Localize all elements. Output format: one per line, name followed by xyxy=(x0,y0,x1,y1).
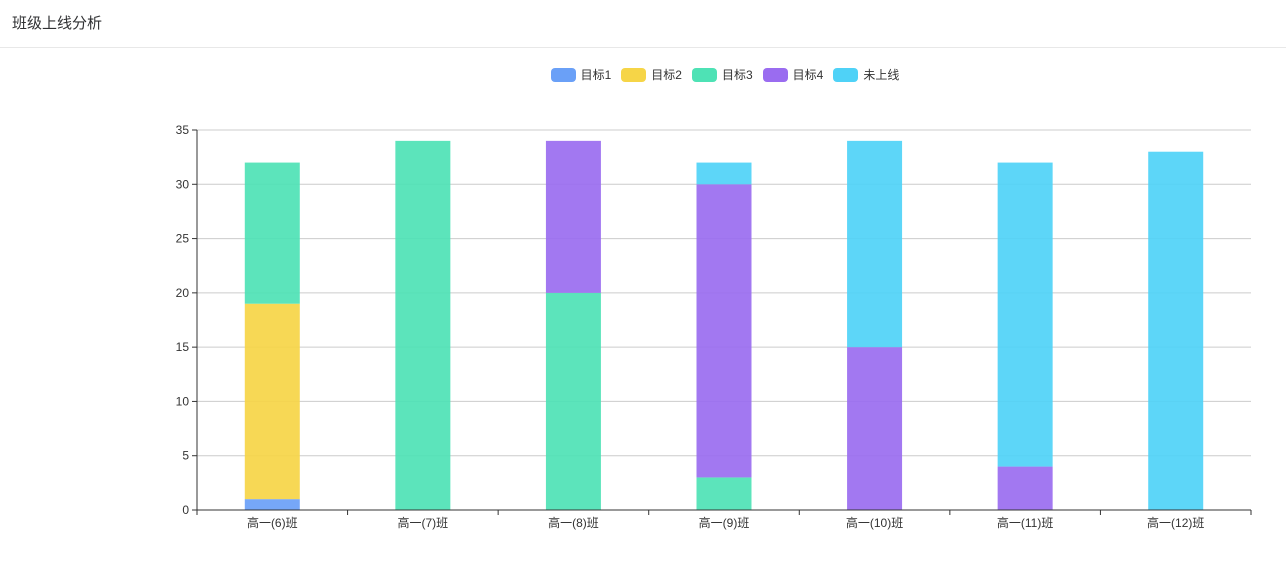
legend-label: 目标2 xyxy=(651,68,682,82)
x-tick-label: 高一(12)班 xyxy=(1147,515,1204,530)
legend-swatch xyxy=(833,67,859,82)
y-tick-label: 25 xyxy=(176,232,190,246)
x-tick-label: 高一(11)班 xyxy=(997,515,1053,530)
legend-label: 未上线 xyxy=(863,68,900,82)
bar-segment xyxy=(997,466,1053,510)
legend-item[interactable]: 目标1 xyxy=(550,66,612,83)
bar-segment xyxy=(847,347,903,510)
legend-item[interactable]: 未上线 xyxy=(833,66,899,83)
bar-segment xyxy=(997,162,1053,467)
y-tick-label: 0 xyxy=(182,503,189,517)
x-tick-label: 高一(8)班 xyxy=(548,515,599,530)
bar-segment xyxy=(395,140,451,510)
x-tick-label: 高一(7)班 xyxy=(398,515,449,530)
page-title: 班级上线分析 xyxy=(12,15,103,32)
chart-legend: 目标1 目标2 目标3 目标4 未上线 xyxy=(0,66,1286,83)
legend-label: 目标3 xyxy=(721,68,753,82)
bar-segment xyxy=(244,162,300,304)
bar-segment xyxy=(244,499,300,510)
y-tick-label: 30 xyxy=(176,177,190,191)
bar-segment xyxy=(696,184,752,478)
legend-label: 目标1 xyxy=(580,68,612,82)
y-tick-label: 5 xyxy=(182,449,189,463)
bar-segment xyxy=(696,477,752,510)
y-tick-label: 10 xyxy=(176,394,190,408)
x-tick-label: 高一(6)班 xyxy=(247,515,298,530)
bar-segment xyxy=(545,140,601,293)
legend-swatch xyxy=(691,67,717,82)
bar-segment xyxy=(545,292,601,510)
bar-segment xyxy=(244,303,300,500)
legend-item[interactable]: 目标3 xyxy=(691,66,753,83)
legend-item[interactable]: 目标4 xyxy=(762,66,824,83)
legend-swatch xyxy=(762,67,788,82)
page-header: 班级上线分析 xyxy=(0,0,1286,48)
y-tick-label: 35 xyxy=(176,123,190,137)
y-tick-label: 15 xyxy=(176,340,190,354)
legend-swatch xyxy=(550,67,576,82)
bar-segment xyxy=(847,140,903,348)
legend-swatch xyxy=(621,67,647,82)
y-tick-label: 20 xyxy=(176,286,190,300)
legend-label: 目标4 xyxy=(792,68,824,82)
legend-item[interactable]: 目标2 xyxy=(621,66,682,83)
x-tick-label: 高一(9)班 xyxy=(699,515,750,530)
bar-segment xyxy=(696,162,752,185)
bar-segment xyxy=(1148,151,1204,510)
x-tick-label: 高一(10)班 xyxy=(846,515,903,530)
